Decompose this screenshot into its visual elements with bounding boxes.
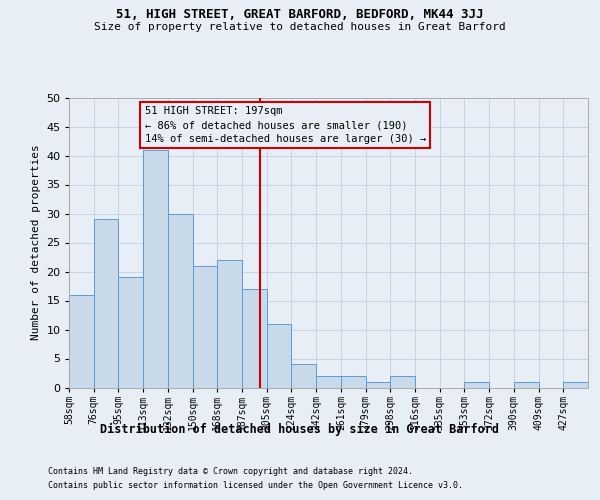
- Bar: [94, 220, 118, 388]
- Text: Contains public sector information licensed under the Open Government Licence v3: Contains public sector information licen…: [48, 481, 463, 490]
- Bar: [365, 382, 390, 388]
- Bar: [341, 376, 365, 388]
- Bar: [292, 364, 316, 388]
- Text: Contains HM Land Registry data © Crown copyright and database right 2024.: Contains HM Land Registry data © Crown c…: [48, 468, 413, 476]
- Y-axis label: Number of detached properties: Number of detached properties: [31, 144, 41, 340]
- Bar: [118, 278, 143, 388]
- Bar: [514, 382, 539, 388]
- Bar: [168, 214, 193, 388]
- Bar: [464, 382, 489, 388]
- Bar: [217, 260, 242, 388]
- Bar: [242, 289, 267, 388]
- Bar: [390, 376, 415, 388]
- Bar: [316, 376, 341, 388]
- Text: 51, HIGH STREET, GREAT BARFORD, BEDFORD, MK44 3JJ: 51, HIGH STREET, GREAT BARFORD, BEDFORD,…: [116, 8, 484, 20]
- Bar: [193, 266, 217, 388]
- Bar: [267, 324, 292, 388]
- Text: 51 HIGH STREET: 197sqm
← 86% of detached houses are smaller (190)
14% of semi-de: 51 HIGH STREET: 197sqm ← 86% of detached…: [145, 106, 426, 144]
- Text: Distribution of detached houses by size in Great Barford: Distribution of detached houses by size …: [101, 422, 499, 436]
- Bar: [69, 294, 94, 388]
- Bar: [143, 150, 168, 388]
- Text: Size of property relative to detached houses in Great Barford: Size of property relative to detached ho…: [94, 22, 506, 32]
- Bar: [563, 382, 588, 388]
